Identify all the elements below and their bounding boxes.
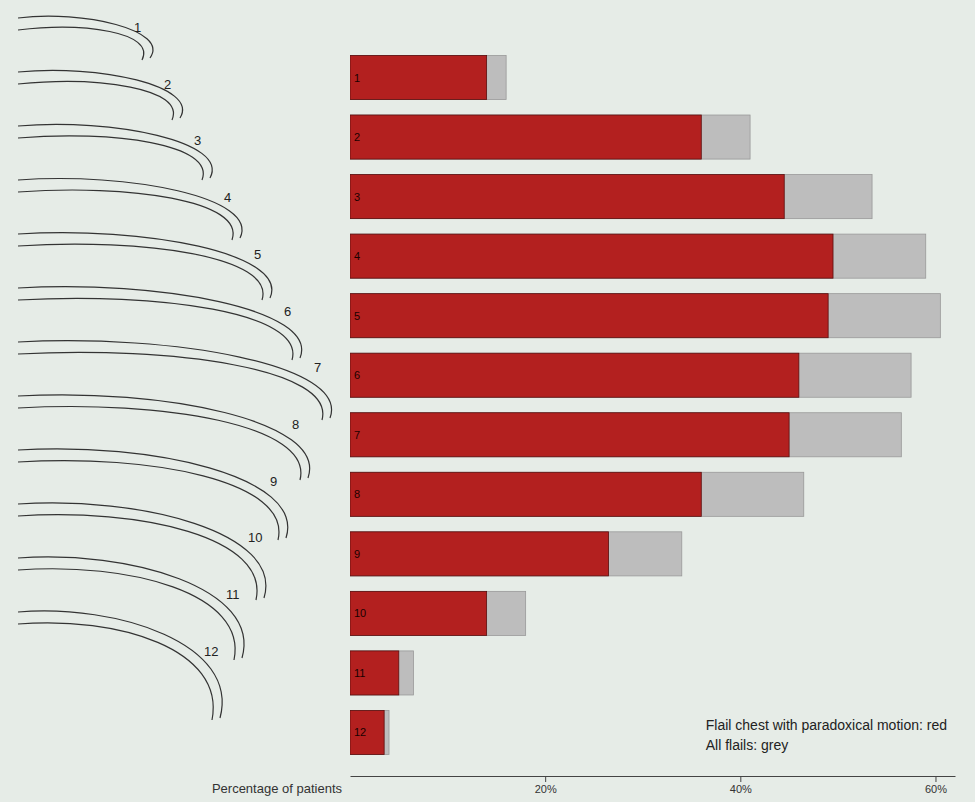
category-label: 11 bbox=[354, 667, 365, 679]
x-tick-mark bbox=[740, 776, 741, 782]
legend: Flail chest with paradoxical motion: red… bbox=[706, 717, 947, 753]
x-tick-label: 40% bbox=[730, 783, 752, 795]
category-label: 4 bbox=[354, 250, 360, 262]
rib-outline bbox=[18, 407, 301, 480]
rib-number: 7 bbox=[314, 360, 321, 375]
rib-outline bbox=[18, 352, 323, 420]
bar bbox=[350, 532, 609, 576]
rib-outline bbox=[18, 503, 266, 598]
rib-number: 2 bbox=[164, 77, 171, 92]
category-label: 5 bbox=[354, 310, 360, 322]
rib-number: 4 bbox=[224, 190, 231, 205]
category-label: 6 bbox=[354, 369, 360, 381]
bar bbox=[350, 115, 750, 159]
bar bbox=[350, 55, 506, 99]
bar bbox=[350, 294, 940, 338]
category-label: 3 bbox=[354, 191, 360, 203]
rib-outline bbox=[18, 82, 173, 120]
bar bbox=[350, 413, 789, 457]
rib-outline bbox=[18, 557, 244, 658]
x-tick: 60% bbox=[925, 776, 947, 795]
x-tick: 20% bbox=[535, 776, 557, 795]
bar bbox=[350, 591, 526, 635]
bar bbox=[350, 55, 487, 99]
category-label: 9 bbox=[354, 548, 360, 560]
rib-outline bbox=[18, 298, 293, 360]
category-label: 8 bbox=[354, 488, 360, 500]
x-axis-title: Percentage of patients bbox=[212, 781, 343, 796]
x-tick-label: 60% bbox=[925, 783, 947, 795]
rib-outline bbox=[18, 449, 288, 538]
rib-outline bbox=[18, 16, 153, 58]
rib-number: 6 bbox=[284, 304, 291, 319]
bar bbox=[350, 115, 701, 159]
rib-number: 10 bbox=[248, 530, 262, 545]
rib-outline bbox=[18, 136, 203, 180]
bar bbox=[350, 175, 872, 219]
chart: 12345678910111212345678910111220%40%60%P… bbox=[0, 0, 975, 802]
rib-number: 5 bbox=[254, 247, 261, 262]
rib-drawing: 123456789101112 bbox=[18, 16, 332, 720]
category-label: 10 bbox=[354, 607, 366, 619]
x-axis-line bbox=[351, 776, 956, 777]
bar bbox=[350, 234, 926, 278]
bar bbox=[350, 234, 833, 278]
x-tick: 40% bbox=[730, 776, 752, 795]
rib-outline bbox=[18, 395, 310, 478]
bar bbox=[350, 651, 399, 695]
x-tick-mark bbox=[545, 776, 546, 782]
rib-number: 11 bbox=[226, 587, 240, 602]
bar bbox=[350, 294, 828, 338]
bar-labels: 123456789101112 bbox=[354, 72, 366, 739]
rib-outline bbox=[18, 611, 222, 718]
bar bbox=[350, 591, 487, 635]
category-label: 1 bbox=[354, 72, 360, 84]
rib-number: 9 bbox=[270, 474, 277, 489]
rib-number: 8 bbox=[292, 417, 299, 432]
x-tick-label: 20% bbox=[535, 783, 557, 795]
x-axis: 20% 40% 60% bbox=[351, 776, 956, 795]
bar bbox=[350, 175, 784, 219]
rib-outline bbox=[18, 569, 235, 660]
rib-outline bbox=[18, 244, 263, 300]
bar bbox=[350, 353, 799, 397]
rib-outline bbox=[18, 124, 212, 178]
category-label: 7 bbox=[354, 429, 360, 441]
rib-number: 1 bbox=[134, 20, 141, 35]
rib-outline bbox=[18, 27, 144, 60]
category-label: 2 bbox=[354, 131, 360, 143]
x-tick-mark bbox=[935, 776, 936, 782]
bar bbox=[350, 710, 384, 754]
bars bbox=[350, 55, 940, 754]
rib-outline bbox=[18, 461, 279, 540]
bar bbox=[350, 353, 911, 397]
bar bbox=[350, 413, 901, 457]
rib-number: 12 bbox=[204, 644, 218, 659]
bar bbox=[350, 710, 389, 754]
rib-number: 3 bbox=[194, 133, 201, 148]
bar bbox=[350, 532, 682, 576]
rib-outline bbox=[18, 70, 183, 118]
category-label: 12 bbox=[354, 726, 366, 738]
bar bbox=[350, 472, 804, 516]
legend-entry: All flails: grey bbox=[706, 737, 788, 753]
legend-entry: Flail chest with paradoxical motion: red bbox=[706, 717, 947, 733]
rib-outline bbox=[18, 623, 213, 720]
bar bbox=[350, 472, 701, 516]
bar bbox=[350, 651, 413, 695]
